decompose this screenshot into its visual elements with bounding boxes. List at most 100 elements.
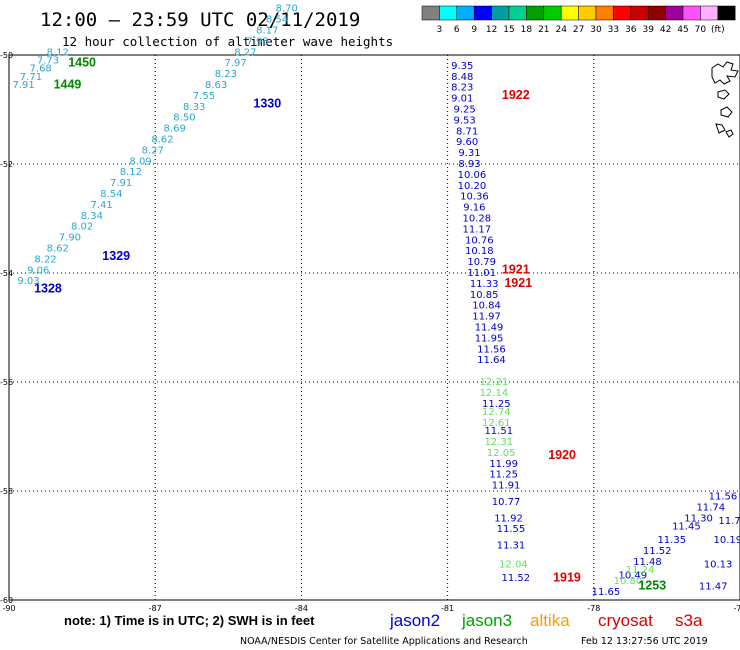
data-point-label: 11.35 (657, 535, 686, 546)
x-tick-label: -87 (149, 604, 162, 613)
data-point-label: 12.04 (499, 560, 528, 571)
legend-label: 36 (625, 25, 637, 35)
data-point-label: 8.02 (71, 222, 93, 233)
data-point-label: 10.76 (465, 235, 494, 246)
chart-subtitle: 12 hour collection of altimeter wave hei… (62, 34, 393, 49)
data-point-label: 11.99 (489, 459, 518, 470)
data-point-label: 11.74 (696, 502, 725, 513)
data-point-label: 11.45 (672, 521, 701, 532)
data-point-label: 12.21 (480, 377, 509, 388)
data-point-label: 8.69 (164, 124, 186, 135)
legend-label: 18 (521, 25, 533, 35)
legend-label: 3 (437, 25, 443, 35)
data-point-label: 8.50 (173, 113, 195, 124)
legend-label: 15 (503, 25, 514, 35)
data-point-label: 8.54 (100, 189, 122, 200)
data-point-label: 10.85 (470, 290, 499, 301)
footer-note: note: 1) Time is in UTC; 2) SWH is in fe… (64, 613, 315, 628)
chart-title: 12:00 — 23:59 UTC 02/11/2019 (40, 9, 360, 31)
data-point-label: 9.35 (451, 61, 473, 72)
footer-timestamp: Feb 12 13:27:56 UTC 2019 (581, 636, 708, 647)
data-point-label: 11.51 (484, 426, 513, 437)
data-point-label: 11.95 (475, 333, 504, 344)
satellite-cryosat: cryosat (598, 611, 653, 630)
x-tick-label: -84 (295, 604, 308, 613)
data-point-label: 11.33 (470, 279, 499, 290)
data-point-label: 8.48 (451, 72, 473, 83)
data-point-label: 7.90 (59, 233, 81, 244)
data-point-label: 11.92 (494, 513, 523, 524)
pass-time-label: 1921 (502, 263, 530, 277)
data-point-label: 8.70 (276, 4, 298, 15)
grid-lines (9, 55, 740, 600)
data-point-label: 10.06 (458, 170, 487, 181)
data-point-label: 12.61 (482, 418, 511, 429)
series-jason2: 9.358.488.239.019.259.538.719.609.318.93… (451, 61, 530, 584)
data-point-label: 8.27 (142, 145, 164, 156)
data-point-label: 8.17 (256, 25, 278, 36)
coastline-island (711, 61, 739, 138)
pass-time-label: 1922 (502, 88, 530, 102)
pass-time-label: 1328 (34, 282, 62, 296)
data-point-label: 11.49 (475, 323, 504, 334)
legend-label: 6 (454, 25, 460, 35)
data-point-label: 10.84 (472, 301, 501, 312)
data-point-label: 11.01 (467, 268, 496, 279)
pass-time-label: 1449 (54, 77, 82, 91)
data-point-label: 7.93 (246, 36, 268, 47)
data-point-label: 7.91 (12, 80, 34, 91)
data-point-label: 8.12 (120, 167, 142, 178)
data-point-label: 11.55 (497, 524, 526, 535)
data-point-label: 9.03 (17, 276, 39, 287)
axis-ticks: -90 -87 -84 -81 -78 -75 -50 -52 -54 -56 -58 -60 (0, 51, 740, 613)
x-tick-label: -81 (441, 604, 454, 613)
legend-swatch (456, 5, 475, 21)
satellite-altika: altika (530, 611, 570, 630)
data-point-label: 10.79 (467, 257, 496, 268)
x-tick-label: -78 (587, 604, 600, 613)
y-tick-label: -54 (0, 269, 13, 278)
y-tick-label: -56 (0, 378, 13, 387)
data-point-label: 11.72 (718, 516, 740, 527)
data-point-label: 11.30 (684, 513, 713, 524)
data-point-label: 7.73 (37, 55, 59, 66)
data-point-label: 11.91 (492, 481, 521, 492)
x-tick-label: -75 (733, 604, 740, 613)
data-point-label: 11.52 (502, 573, 531, 584)
legend-swatch (647, 5, 666, 21)
pass-time-label: 1919 (553, 570, 581, 584)
legend-label: 45 (677, 25, 688, 35)
data-point-label: 11.97 (472, 312, 501, 323)
plot-frame (8, 54, 740, 601)
legend-swatch (700, 5, 719, 21)
data-point-label: 8.23 (215, 69, 237, 80)
data-point-label: 9.25 (454, 105, 476, 116)
data-point-label: 8.62 (151, 134, 173, 145)
data-point-label: 7.91 (110, 178, 132, 189)
legend-label: 21 (538, 25, 549, 35)
legend-swatch (508, 5, 527, 21)
data-point-label: 9.60 (456, 137, 478, 148)
data-point-label: 8.71 (456, 126, 478, 137)
legend-swatch (473, 5, 492, 21)
data-point-label: 7.97 (224, 58, 246, 69)
data-point-label: 10.13 (704, 560, 733, 571)
legend-label: 33 (608, 25, 619, 35)
data-point-label: 8.27 (234, 47, 256, 58)
data-point-label: 11.31 (497, 541, 526, 552)
data-point-label: 11.47 (699, 581, 728, 592)
data-point-label: 8.22 (34, 254, 56, 265)
data-point-label: 8.33 (183, 102, 205, 113)
data-point-label: 12.05 (487, 448, 516, 459)
data-point-label: 8.54 (266, 15, 288, 26)
series-pass-1449: 7.917.717.687.738.12 (12, 47, 68, 91)
pass-time-label: 1329 (102, 249, 130, 263)
y-tick-label: -60 (0, 596, 13, 605)
data-point-label: 7.41 (90, 200, 112, 211)
data-point-label: 7.71 (20, 72, 42, 83)
footer-credit: NOAA/NESDIS Center for Satellite Applica… (240, 636, 528, 647)
pass-time-label: 1920 (548, 448, 576, 462)
